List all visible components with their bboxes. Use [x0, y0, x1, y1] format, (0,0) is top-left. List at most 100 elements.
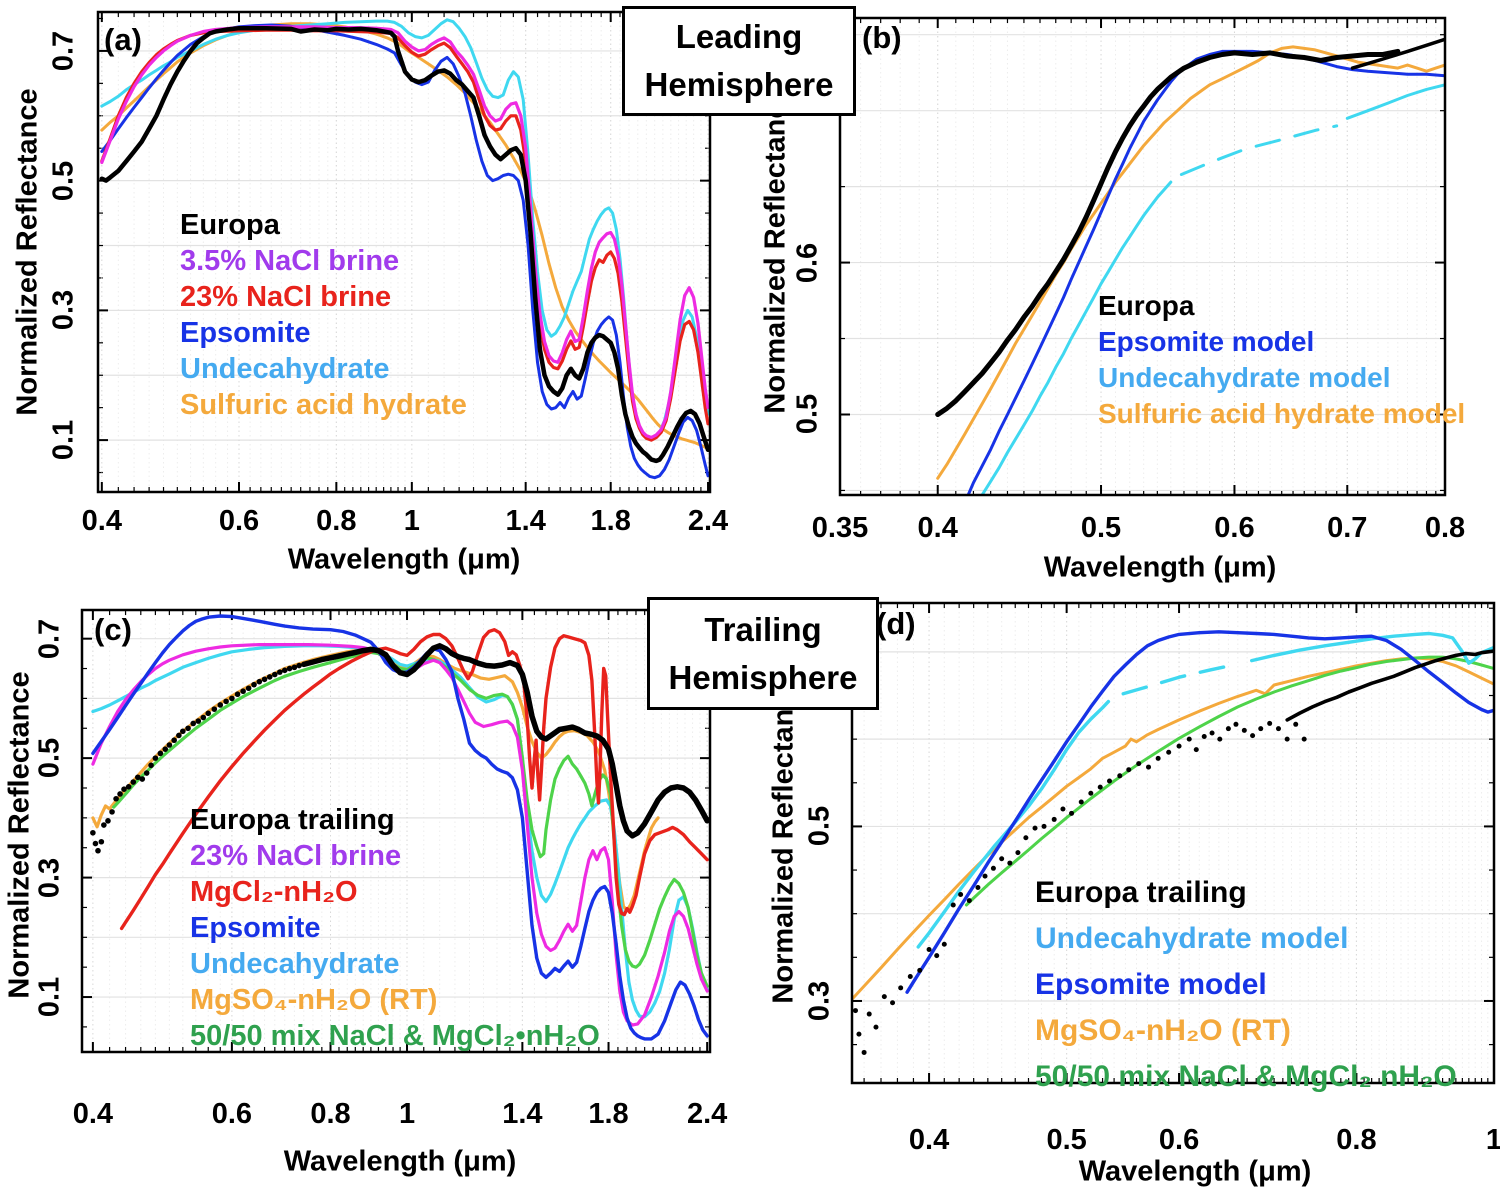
series-europa	[935, 48, 1401, 417]
series-europa-trailing-dots-dot	[121, 786, 127, 792]
series-europa-trailing-dots-dot	[1088, 790, 1094, 796]
series-europa-trailing-dots-dot	[291, 664, 298, 671]
series-europa-trailing-dots-dot	[130, 779, 137, 785]
series-europa-trailing-dots-dot	[934, 953, 940, 959]
series-europa-trailing-dots-dot	[1023, 835, 1029, 841]
series-europa-trailing-dots-dot	[261, 676, 268, 683]
series-europa-trailing-dots-dot	[256, 678, 263, 685]
series-europa-trailing-dots-dot	[1155, 755, 1161, 761]
series-undecahydrate-model-low	[980, 180, 1173, 495]
series-europa-trailing-dots-dot	[1201, 734, 1207, 740]
series-mgso4-rt	[91, 647, 660, 912]
trailing-hemisphere-title-box: Trailing Hemisphere	[647, 597, 879, 710]
series-europa-trailing-dots-dot	[286, 665, 293, 672]
series-europa-trailing-dots-dot	[162, 746, 169, 752]
series-europa-trailing-dots-dot	[245, 685, 252, 692]
series-europa-trailing-dots-dot	[1225, 726, 1231, 732]
series-europa-trailing-dots-dot	[898, 985, 904, 991]
series-europa-trailing-dots-dot	[1209, 730, 1215, 736]
series-europa-trailing-dots-dot	[217, 702, 224, 708]
series-europa-trailing-dots-dot	[266, 674, 273, 680]
series-europa-trailing-dots-dot	[1275, 726, 1281, 732]
series-europa-trailing-dots-dot	[990, 865, 996, 871]
series-europa-trailing-dots-dot	[1233, 721, 1239, 727]
series-europa-trailing-dots-dot	[852, 1008, 858, 1014]
series-europa-trailing-dots-dot	[982, 873, 988, 879]
series-europa-trailing-dots-dot	[92, 840, 99, 847]
series-europa-trailing-dots-dot	[1069, 810, 1075, 816]
series-europa-trailing-dots-dot	[205, 710, 212, 717]
series-epsomite	[91, 614, 709, 1041]
title-line: Hemisphere	[668, 658, 858, 696]
series-europa-trailing-dots-dot	[139, 776, 146, 782]
series-europa-trailing-dots-dot	[176, 732, 182, 739]
series-europa-trailing-dots-dot	[109, 809, 115, 815]
series-europa-trailing-dots-dot	[1176, 743, 1182, 749]
series-europa-segment2	[1350, 37, 1445, 70]
series-europa-trailing-dots-dot	[101, 822, 107, 828]
series-europa-trailing-dots-dot	[251, 681, 257, 688]
axis-box-c	[80, 608, 712, 1054]
series-europa-trailing-dots-dot	[958, 891, 964, 897]
series-europa-trailing-dots-dot	[1267, 720, 1273, 726]
series-europa-trailing-dots-dot	[105, 818, 111, 824]
series-europa-trailing-dots-dot	[866, 1011, 872, 1017]
series-europa-trailing-dots-dot	[135, 774, 141, 781]
series-europa-trailing-dots-dot	[166, 742, 173, 748]
series-europa-trailing-dots-dot	[1136, 761, 1142, 767]
title-line: Hemisphere	[644, 66, 834, 103]
leading-hemisphere-title-box: Leading Hemisphere	[622, 6, 856, 116]
series-europa-trailing-dots-dot	[907, 974, 913, 980]
series-europa-trailing-dots-dot	[117, 791, 123, 797]
series-europa-trailing-dots-dot	[1107, 778, 1113, 784]
series-europa-trailing-dots-dot	[1032, 825, 1038, 831]
series-europa-trailing-dots-dot	[1293, 721, 1299, 727]
series-europa-trailing-dots-dot	[1186, 736, 1192, 742]
series-europa-trailing-dots-dot	[856, 1031, 862, 1037]
series-europa-trailing-dots-dot	[296, 662, 302, 669]
series-europa-trailing-dots-dot	[1146, 764, 1152, 770]
series-europa-trailing-dots-dot	[148, 762, 154, 769]
series-europa-trailing-dots-dot	[152, 755, 159, 761]
axis-box-a	[96, 10, 712, 494]
series-undecahydrate-model-high	[1250, 631, 1494, 665]
series-europa-trailing-dots-dot	[1301, 736, 1307, 742]
series-europa-trailing-dots-dot	[1166, 749, 1172, 755]
series-europa-trailing-dots-dot	[240, 688, 246, 695]
title-line: Trailing	[704, 610, 822, 648]
series-europa-trailing-dots-dot	[975, 885, 981, 891]
series-epsomite-model	[905, 630, 1494, 994]
series-undecahydrate-model-high	[1345, 83, 1445, 120]
series-undecahydrate-model-dashed	[1121, 663, 1235, 696]
series-europa-trailing-dots-dot	[1250, 733, 1256, 739]
series-europa-trailing-dots-dot	[277, 669, 283, 675]
series-europa-trailing-dots-dot	[950, 902, 956, 908]
series-europa-trailing-dots-dot	[272, 671, 278, 678]
series-europa-trailing-dots-dot	[890, 1000, 896, 1006]
series-europa-trailing-dots-dot	[157, 750, 164, 757]
series-europa-trailing-dots-dot	[281, 667, 288, 674]
series-europa-trailing-dots-dot	[171, 737, 177, 744]
series-europa-trailing-dots-dot	[185, 725, 191, 732]
series-europa-trailing	[1285, 649, 1494, 722]
series-europa-trailing-dots-dot	[1051, 816, 1057, 822]
series-europa-trailing-dots-dot	[873, 1024, 879, 1030]
series-europa-trailing	[301, 643, 710, 839]
series-europa-trailing-dots-dot	[95, 847, 101, 854]
series-europa-trailing-dots-dot	[926, 946, 932, 952]
series-europa-trailing-dots-dot	[234, 691, 241, 698]
series-mix-5050	[112, 650, 709, 988]
series-sulfuric-acid-hydrate-model	[936, 45, 1445, 480]
series-europa-trailing-dots-dot	[1258, 726, 1264, 732]
series-europa-trailing-dots-dot	[1060, 806, 1066, 812]
series-europa-trailing-dots-dot	[1078, 799, 1084, 805]
series-europa-trailing-dots-dot	[180, 728, 186, 735]
series-europa-leading	[99, 25, 710, 464]
series-europa-trailing-dots-dot	[941, 941, 947, 947]
series-europa-trailing-dots-dot	[195, 718, 202, 724]
axis-box-d	[850, 601, 1496, 1085]
series-europa-trailing-dots-dot	[861, 1049, 867, 1055]
series-europa-trailing-dots-dot	[1117, 773, 1123, 779]
series-europa-trailing-dots-dot	[229, 695, 235, 702]
